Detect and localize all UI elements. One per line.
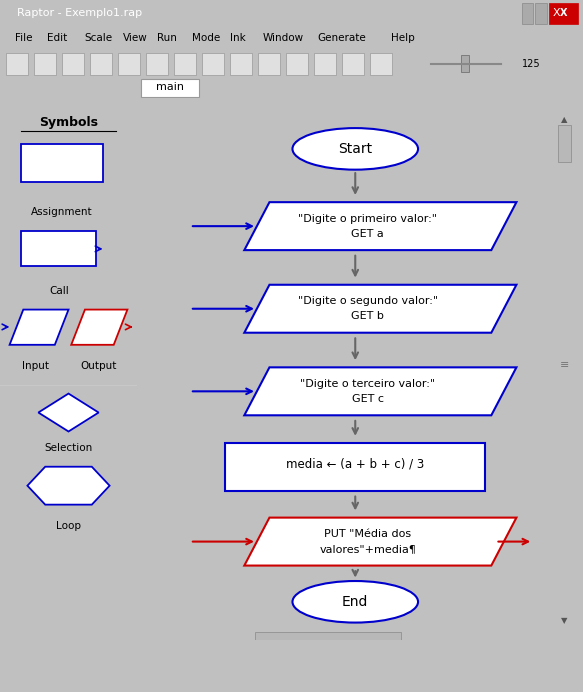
Text: View: View — [122, 33, 147, 43]
Text: media ← (a + b + c) / 3: media ← (a + b + c) / 3 — [286, 458, 424, 471]
Text: ▲: ▲ — [561, 115, 568, 124]
Polygon shape — [244, 202, 517, 250]
Text: Raptor - Exemplo1.rap: Raptor - Exemplo1.rap — [17, 8, 143, 18]
Text: Scale: Scale — [85, 33, 113, 43]
Text: Start: Start — [338, 142, 373, 156]
FancyBboxPatch shape — [314, 53, 336, 75]
Polygon shape — [9, 309, 69, 345]
Text: GET c: GET c — [352, 394, 384, 404]
Polygon shape — [71, 309, 128, 345]
Text: Help: Help — [391, 33, 415, 43]
FancyBboxPatch shape — [255, 632, 401, 639]
Text: ▼: ▼ — [561, 616, 568, 625]
Text: valores"+media¶: valores"+media¶ — [319, 544, 416, 554]
FancyBboxPatch shape — [342, 53, 364, 75]
Text: "Digite o segundo valor:": "Digite o segundo valor:" — [298, 296, 438, 307]
FancyBboxPatch shape — [535, 3, 547, 24]
Text: PUT "Média dos: PUT "Média dos — [324, 529, 412, 539]
Text: 125: 125 — [522, 59, 540, 69]
FancyBboxPatch shape — [146, 53, 168, 75]
FancyBboxPatch shape — [34, 53, 56, 75]
Text: Output: Output — [80, 361, 117, 372]
FancyBboxPatch shape — [90, 53, 112, 75]
Text: Input: Input — [22, 361, 49, 372]
Text: ≡: ≡ — [560, 360, 569, 370]
Polygon shape — [244, 284, 517, 333]
Text: X: X — [553, 8, 561, 18]
Text: Edit: Edit — [47, 33, 67, 43]
FancyBboxPatch shape — [6, 53, 28, 75]
Text: Generate: Generate — [318, 33, 367, 43]
Text: Window: Window — [262, 33, 304, 43]
Text: "Digite o primeiro valor:": "Digite o primeiro valor:" — [298, 214, 437, 224]
FancyBboxPatch shape — [522, 3, 533, 24]
FancyBboxPatch shape — [370, 53, 392, 75]
FancyBboxPatch shape — [558, 125, 571, 162]
FancyBboxPatch shape — [461, 55, 469, 72]
Text: Mode: Mode — [192, 33, 220, 43]
FancyBboxPatch shape — [20, 145, 103, 182]
Text: End: End — [342, 595, 368, 609]
FancyBboxPatch shape — [226, 443, 485, 491]
FancyBboxPatch shape — [286, 53, 308, 75]
FancyBboxPatch shape — [258, 53, 280, 75]
FancyBboxPatch shape — [549, 3, 578, 24]
Text: X: X — [560, 8, 567, 18]
Text: Run: Run — [157, 33, 177, 43]
Polygon shape — [27, 466, 110, 504]
Text: "Digite o terceiro valor:": "Digite o terceiro valor:" — [300, 379, 436, 389]
FancyBboxPatch shape — [62, 53, 84, 75]
Text: Symbols: Symbols — [39, 116, 98, 129]
Text: Assignment: Assignment — [31, 207, 93, 217]
Text: GET a: GET a — [352, 228, 384, 239]
Ellipse shape — [293, 581, 418, 623]
Text: GET b: GET b — [352, 311, 384, 321]
FancyBboxPatch shape — [20, 231, 96, 266]
Text: Loop: Loop — [56, 521, 81, 531]
FancyBboxPatch shape — [174, 53, 196, 75]
Ellipse shape — [293, 128, 418, 170]
Text: Ink: Ink — [230, 33, 246, 43]
Text: Selection: Selection — [44, 443, 93, 453]
FancyBboxPatch shape — [142, 79, 199, 98]
Polygon shape — [244, 367, 517, 415]
Polygon shape — [38, 394, 99, 432]
FancyBboxPatch shape — [230, 53, 252, 75]
FancyBboxPatch shape — [118, 53, 140, 75]
Text: Call: Call — [49, 286, 69, 295]
Polygon shape — [244, 518, 517, 565]
Text: File: File — [15, 33, 32, 43]
FancyBboxPatch shape — [202, 53, 224, 75]
Text: main: main — [156, 82, 184, 93]
